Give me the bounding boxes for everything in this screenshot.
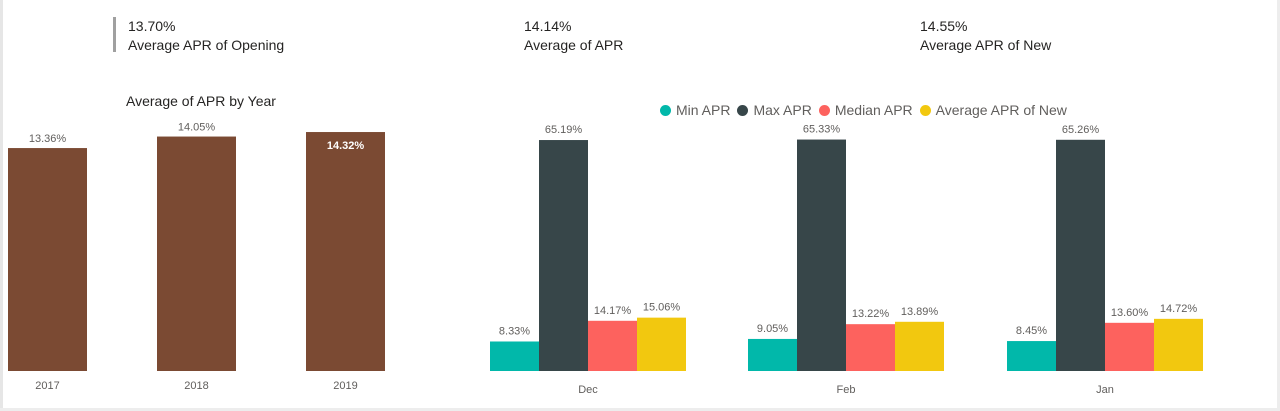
legend-label: Min APR xyxy=(676,102,731,118)
month-bar-jan-max-apr[interactable] xyxy=(1056,139,1105,371)
kpi-value: 14.14% xyxy=(524,18,572,34)
legend-label: Average APR of New xyxy=(935,102,1067,118)
month-bar-dec-median-apr[interactable] xyxy=(588,320,637,371)
month-bar-feb-avg-apr-new[interactable] xyxy=(895,321,944,371)
year-axis-tick-label: 2018 xyxy=(184,380,208,392)
kpi-label: Average APR of New xyxy=(920,37,1052,53)
month-bar-feb-median-apr[interactable] xyxy=(846,324,895,371)
legend-dot-icon xyxy=(660,104,671,116)
legend-dot-icon xyxy=(919,104,931,116)
legend-label: Median APR xyxy=(834,102,913,118)
month-bar-jan-median-apr[interactable] xyxy=(1105,322,1154,371)
month-bar-data-label: 13.89% xyxy=(901,306,939,318)
month-bar-data-label: 8.45% xyxy=(1016,325,1047,337)
legend-item[interactable]: Min APR xyxy=(660,102,730,118)
year-bar-data-label: 14.05% xyxy=(178,122,216,134)
month-bar-dec-avg-apr-new[interactable] xyxy=(637,317,686,371)
kpi-card-average[interactable]: 14.14% Average of APR xyxy=(524,17,623,55)
year-bar-data-label: 13.36% xyxy=(29,133,67,145)
kpi-label: Average of APR xyxy=(524,37,624,53)
kpi-accent-bar xyxy=(113,17,116,52)
month-bar-data-label: 13.22% xyxy=(852,308,890,320)
year-chart-title: Average of APR by Year xyxy=(126,93,276,109)
month-bar-data-label: 14.72% xyxy=(1160,303,1198,315)
legend-item[interactable]: Average APR of New xyxy=(919,102,1067,118)
legend-item[interactable]: Max APR xyxy=(737,102,812,118)
kpi-card-new[interactable]: 14.55% Average APR of New xyxy=(920,17,1051,55)
legend: Min APR Max APR Median APR Average APR of N… xyxy=(660,100,1074,120)
month-bar-feb-min-apr[interactable] xyxy=(748,338,797,371)
year-bar-data-label: 14.32% xyxy=(327,140,365,152)
month-bar-data-label: 8.33% xyxy=(499,325,530,337)
month-bar-data-label: 9.05% xyxy=(757,323,788,335)
month-bar-feb-max-apr[interactable] xyxy=(797,139,846,371)
legend-dot-icon xyxy=(737,104,749,116)
kpi-label: Average APR of Opening xyxy=(128,37,285,53)
kpi-card-opening[interactable]: 13.70% Average APR of Opening xyxy=(128,17,284,55)
legend-label: Max APR xyxy=(753,102,812,118)
bottom-edge xyxy=(0,408,1280,411)
year-bar-2018[interactable] xyxy=(157,136,236,371)
month-bar-data-label: 65.26% xyxy=(1062,124,1100,136)
month-bar-jan-avg-apr-new[interactable] xyxy=(1154,318,1203,371)
kpi-value: 14.55% xyxy=(920,18,968,34)
year-bar-2019[interactable] xyxy=(306,132,385,371)
month-axis-tick-label: Feb xyxy=(837,384,856,396)
month-bar-data-label: 13.60% xyxy=(1111,307,1149,319)
year-axis-tick-label: 2019 xyxy=(333,380,357,392)
month-bar-data-label: 15.06% xyxy=(643,302,681,314)
month-bar-dec-max-apr[interactable] xyxy=(539,140,588,371)
left-edge xyxy=(0,0,3,411)
month-bar-data-label: 65.19% xyxy=(545,124,583,136)
year-axis-tick-label: 2017 xyxy=(35,380,59,392)
month-bar-data-label: 14.17% xyxy=(594,305,632,317)
month-axis-tick-label: Dec xyxy=(578,384,598,396)
year-bar-2017[interactable] xyxy=(8,148,87,371)
legend-dot-icon xyxy=(818,104,830,116)
month-axis-tick-label: Jan xyxy=(1096,384,1114,396)
month-bar-dec-min-apr[interactable] xyxy=(490,341,539,371)
right-edge xyxy=(1277,0,1280,411)
kpi-value: 13.70% xyxy=(128,18,176,34)
month-bar-jan-min-apr[interactable] xyxy=(1007,341,1056,371)
legend-item[interactable]: Median APR xyxy=(818,102,913,118)
month-bar-data-label: 65.33% xyxy=(803,124,841,136)
